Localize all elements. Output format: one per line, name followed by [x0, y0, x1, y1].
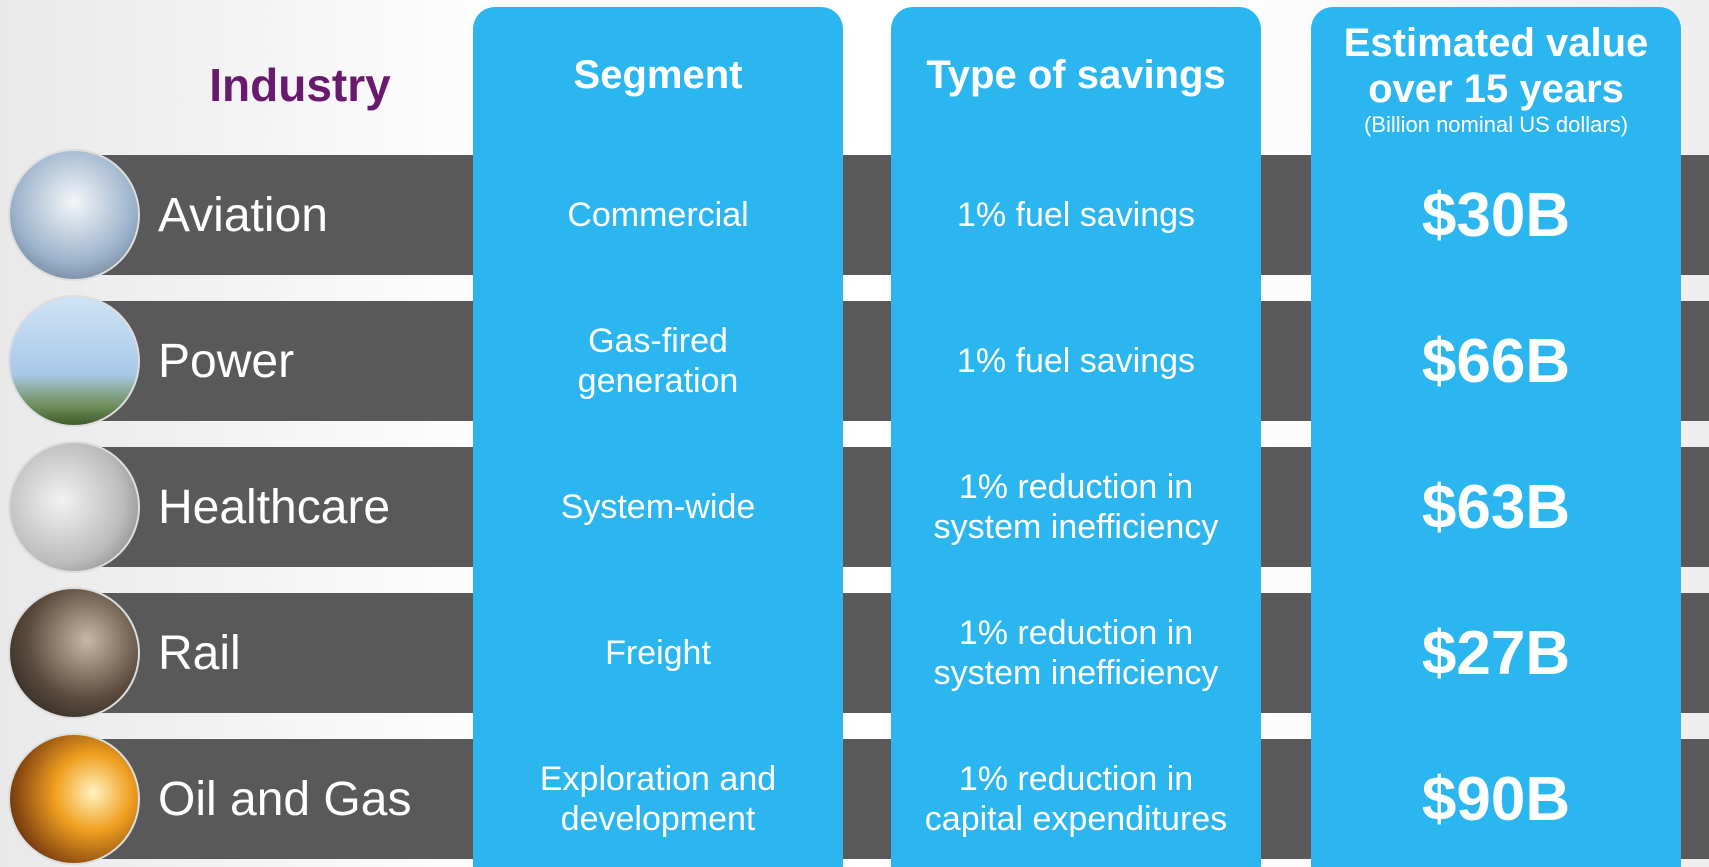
industry-name: Aviation — [158, 155, 468, 275]
segment-cell: Freight — [473, 593, 843, 713]
value-cell: $90B — [1311, 739, 1681, 859]
value-cell: $63B — [1311, 447, 1681, 567]
cell-line: capital expenditures — [925, 799, 1227, 839]
industry-name: Rail — [158, 593, 468, 713]
column — [473, 7, 843, 867]
industry-photo — [8, 733, 140, 865]
cell-line: system inefficiency — [934, 653, 1219, 693]
value-cell: $27B — [1311, 593, 1681, 713]
cell-line: 1% reduction in — [959, 613, 1193, 653]
industry-name: Healthcare — [158, 447, 468, 567]
industry-header: Industry — [150, 50, 450, 120]
cell-line: Gas-fired — [588, 321, 728, 361]
savings-header: Type of savings — [891, 30, 1261, 120]
value-cell: $30B — [1311, 155, 1681, 275]
header-text: Segment — [574, 52, 743, 98]
segment-cell: System-wide — [473, 447, 843, 567]
cell-line: 1% reduction in — [959, 759, 1193, 799]
header-text: Type of savings — [926, 52, 1225, 98]
value-cell: $66B — [1311, 301, 1681, 421]
cell-line: Exploration and — [540, 759, 776, 799]
header-text: over 15 years — [1368, 66, 1624, 112]
cell-line: Commercial — [567, 195, 748, 235]
segment-header: Segment — [473, 30, 843, 120]
page: Industry Segment Type of savings Estimated… — [0, 0, 1709, 859]
cell-line: Freight — [605, 633, 711, 673]
industry-name: Power — [158, 301, 468, 421]
header-note: (Billion nominal US dollars) — [1364, 112, 1628, 138]
savings-cell: 1% fuel savings — [891, 301, 1261, 421]
value-text: $30B — [1422, 180, 1570, 251]
cell-line: 1% fuel savings — [957, 341, 1195, 381]
industry-name: Oil and Gas — [158, 739, 468, 859]
cell-line: generation — [578, 361, 739, 401]
column — [891, 7, 1261, 867]
value-text: $90B — [1422, 764, 1570, 835]
cell-line: 1% fuel savings — [957, 195, 1195, 235]
cell-line: system inefficiency — [934, 507, 1219, 547]
cell-line: 1% reduction in — [959, 467, 1193, 507]
value-text: $63B — [1422, 472, 1570, 543]
industry-photo — [8, 295, 140, 427]
value-text: $66B — [1422, 326, 1570, 397]
header-text: Estimated value — [1344, 20, 1649, 66]
cell-line: development — [561, 799, 756, 839]
savings-cell: 1% fuel savings — [891, 155, 1261, 275]
industry-photo — [8, 441, 140, 573]
value-text: $27B — [1422, 618, 1570, 689]
industry-photo — [8, 149, 140, 281]
segment-cell: Commercial — [473, 155, 843, 275]
cell-line: System-wide — [561, 487, 756, 527]
industry-photo — [8, 587, 140, 719]
